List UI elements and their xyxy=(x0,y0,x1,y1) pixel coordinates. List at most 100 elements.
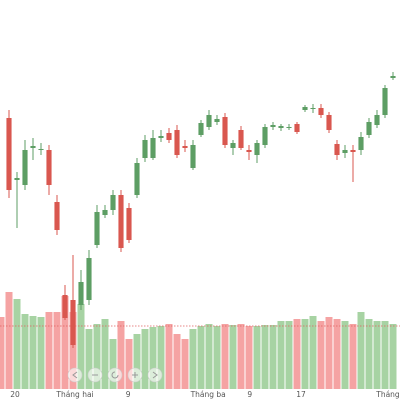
volume-bar xyxy=(317,321,325,389)
volume-bar xyxy=(37,317,45,389)
volume-bar xyxy=(221,324,229,389)
candle-body xyxy=(110,195,116,210)
volume-bar xyxy=(229,325,237,389)
candle-body xyxy=(222,117,228,145)
volume-bar xyxy=(13,299,21,389)
volume-bar xyxy=(181,339,189,389)
candle-body xyxy=(358,137,364,150)
candle-body xyxy=(38,149,44,150)
scroll-right-button[interactable] xyxy=(147,367,163,383)
volume-bar xyxy=(77,304,85,389)
candle-body xyxy=(326,115,332,130)
time-axis-labels: 20 Tháng hai 9 Tháng ba 9 17 Tháng tư xyxy=(10,390,400,399)
candle-body xyxy=(214,119,220,122)
candle-body xyxy=(382,88,388,115)
x-tick-label: Tháng ba xyxy=(190,390,226,399)
volume-bar xyxy=(381,321,389,389)
volume-bar xyxy=(93,324,101,389)
volume-bar xyxy=(293,319,301,389)
volume-bar xyxy=(277,321,285,389)
candle-body xyxy=(310,108,316,109)
time-axis xyxy=(0,389,400,400)
candle-body xyxy=(238,130,244,148)
volume-bar xyxy=(165,324,173,389)
candle-body xyxy=(134,163,140,195)
candle-body xyxy=(142,140,148,158)
candle-body xyxy=(150,138,156,158)
volume-bar xyxy=(157,326,165,389)
x-tick-label: 17 xyxy=(296,390,306,399)
candle-body xyxy=(14,178,20,180)
scroll-left-button[interactable] xyxy=(67,367,83,383)
candle-body xyxy=(366,122,372,135)
candle-body xyxy=(62,295,68,318)
candle-body xyxy=(70,300,76,345)
candle-body xyxy=(86,258,92,300)
volume-bar xyxy=(149,327,157,389)
candle-body xyxy=(198,123,204,135)
reset-button[interactable] xyxy=(107,367,123,383)
candle-body xyxy=(374,115,380,125)
candle-body xyxy=(246,150,252,152)
volume-bar xyxy=(357,312,365,389)
volume-bar xyxy=(205,324,213,389)
candle-body xyxy=(294,124,300,132)
candle-body xyxy=(94,212,100,245)
volume-bar xyxy=(269,325,277,389)
candle-body xyxy=(342,150,348,153)
candle-body xyxy=(254,143,260,155)
volume-bar xyxy=(309,316,317,389)
x-tick-label: 9 xyxy=(126,390,131,399)
volume-bar xyxy=(341,321,349,389)
volume-bar xyxy=(69,312,77,389)
volume-bar xyxy=(333,319,341,389)
volume-bar xyxy=(237,324,245,389)
volume-bar xyxy=(125,339,133,389)
volume-bar xyxy=(189,329,197,389)
volume-bar xyxy=(389,324,397,389)
candle-body xyxy=(262,127,268,145)
price-layer xyxy=(0,72,400,348)
volume-bar xyxy=(173,334,181,389)
candle-body xyxy=(182,146,188,148)
volume-bar xyxy=(197,326,205,389)
candle-body xyxy=(126,208,132,240)
candle-body xyxy=(30,146,36,148)
candle-body xyxy=(46,150,52,185)
candle-body xyxy=(158,136,164,138)
volume-bar xyxy=(253,326,261,389)
volume-bar xyxy=(109,339,117,389)
x-tick-label: 20 xyxy=(10,390,20,399)
volume-bar xyxy=(365,319,373,389)
candle-body xyxy=(54,202,60,230)
volume-bar xyxy=(301,319,309,389)
candle-body xyxy=(302,107,308,110)
candle-body xyxy=(174,130,180,155)
volume-bar xyxy=(45,312,53,389)
candle-body xyxy=(6,118,12,190)
volume-bar xyxy=(61,296,69,389)
volume-layer xyxy=(0,292,397,389)
candle-body xyxy=(350,150,356,152)
zoom-in-button[interactable] xyxy=(127,367,143,383)
volume-bar xyxy=(141,329,149,389)
zoom-controls xyxy=(67,367,163,383)
volume-bar xyxy=(349,324,357,389)
candle-body xyxy=(118,195,124,248)
volume-bar xyxy=(85,329,93,389)
zoom-out-button[interactable] xyxy=(87,367,103,383)
volume-bar xyxy=(0,317,5,389)
volume-bar xyxy=(285,321,293,389)
x-tick-label: Tháng tư xyxy=(375,390,400,399)
volume-bar xyxy=(53,312,61,389)
volume-bar xyxy=(325,317,333,389)
candle-body xyxy=(334,144,340,155)
volume-bar xyxy=(29,316,37,389)
volume-bar xyxy=(133,334,141,389)
candle-body xyxy=(78,282,84,305)
candle-body xyxy=(230,143,236,148)
volume-bar xyxy=(261,325,269,389)
candle-body xyxy=(102,210,108,215)
